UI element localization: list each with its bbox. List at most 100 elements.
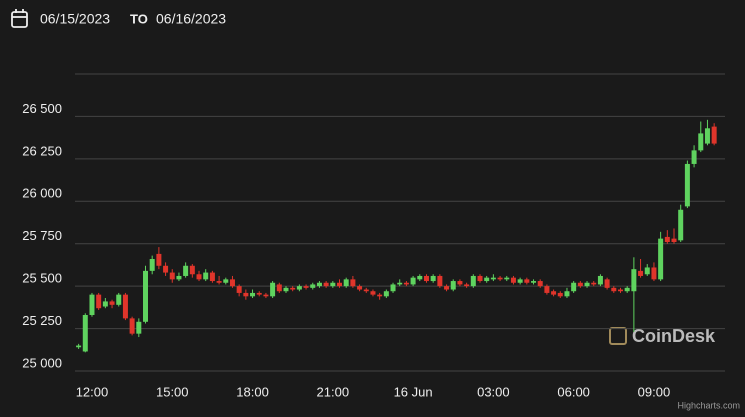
candle-body (209, 272, 215, 282)
candle-body (116, 294, 122, 305)
candle-body (156, 253, 162, 266)
candle-body (537, 281, 543, 287)
candle-body (383, 291, 389, 297)
candle-body (189, 265, 195, 275)
candle-body (143, 270, 148, 322)
candle-body (477, 275, 483, 282)
candle-body (323, 282, 329, 287)
candle-body (517, 279, 523, 283)
candle-body (296, 286, 302, 290)
candle-body (698, 133, 704, 151)
candle-body (584, 282, 590, 287)
date-to[interactable]: 06/16/2023 (156, 11, 226, 27)
candle-body (256, 292, 262, 295)
candle-body (229, 279, 235, 287)
candle-body (611, 287, 617, 292)
candle-body (337, 282, 343, 287)
x-tick-label: 09:00 (638, 384, 671, 399)
candle-body (109, 301, 115, 305)
candle-body (357, 286, 363, 290)
candle-body (183, 265, 189, 276)
candle-body (531, 281, 537, 283)
x-tick-label: 06:00 (557, 384, 590, 399)
candle-body (330, 282, 336, 287)
candle-body (290, 287, 296, 290)
candle-body (243, 292, 249, 297)
x-tick-label: 15:00 (156, 384, 189, 399)
candle-body (544, 286, 550, 293)
candle-body (711, 126, 717, 144)
candle-body (363, 289, 369, 292)
candle-body (176, 275, 182, 280)
candle-body (96, 294, 102, 309)
candle-body (497, 277, 503, 280)
candle-body (624, 287, 630, 292)
candle-body (370, 291, 376, 295)
candle-body (403, 282, 409, 285)
candle-body (504, 277, 510, 280)
candle-body (638, 270, 644, 276)
candle-body (250, 292, 256, 297)
candle-body (617, 289, 623, 292)
candle-body (684, 163, 690, 207)
candle-body (136, 321, 142, 334)
candle-body (129, 318, 135, 334)
candle-body (270, 282, 276, 297)
candle-body (678, 209, 684, 241)
candle-body (283, 287, 289, 292)
candle-body (484, 277, 490, 282)
candle-body (490, 277, 496, 280)
candle-body (263, 294, 269, 297)
y-tick-label: 25 750 (22, 228, 62, 243)
candle-body (203, 272, 209, 280)
candle-body (591, 282, 597, 285)
candle-body (417, 275, 423, 280)
candle-body (671, 238, 677, 243)
candle-body (316, 282, 322, 287)
candle-body (564, 291, 570, 297)
candle-body (377, 294, 383, 297)
candle-body (464, 284, 470, 287)
candle-body (644, 267, 650, 275)
candle-body (410, 277, 416, 285)
candle-body (444, 286, 450, 290)
candle-body (216, 281, 222, 283)
candle-body (551, 291, 557, 295)
watermark: CoinDesk (632, 326, 716, 346)
candle-body (470, 275, 476, 287)
y-tick-label: 25 000 (22, 355, 62, 370)
candle-body (631, 269, 637, 292)
candle-body (310, 284, 316, 288)
candle-body (450, 281, 456, 290)
candle-body (524, 279, 530, 283)
candle-body (397, 282, 403, 285)
candle-body (276, 284, 282, 292)
candle-body (102, 301, 108, 307)
candle-body (303, 286, 309, 288)
candle-body (343, 279, 349, 287)
candle-body (691, 150, 697, 164)
x-tick-label: 03:00 (477, 384, 510, 399)
candle-body (557, 292, 563, 297)
x-tick-label: 21:00 (317, 384, 350, 399)
candle-body (571, 282, 577, 292)
y-tick-label: 26 500 (22, 101, 62, 116)
candle-body (658, 238, 664, 280)
candle-body (223, 279, 229, 283)
candle-body (236, 286, 242, 293)
candle-body (510, 277, 516, 283)
candle-body (437, 275, 443, 287)
candle-body (457, 281, 463, 285)
y-tick-label: 26 250 (22, 143, 62, 158)
candle-body (704, 128, 710, 144)
date-from[interactable]: 06/15/2023 (40, 11, 110, 27)
candle-body (604, 279, 610, 288)
calendar-icon[interactable] (11, 9, 28, 28)
candle-body (423, 275, 429, 282)
candle-body (664, 236, 670, 243)
x-tick-label: 12:00 (76, 384, 109, 399)
candle-body (89, 294, 95, 315)
candle-body (651, 267, 657, 280)
candle-body (390, 284, 396, 292)
